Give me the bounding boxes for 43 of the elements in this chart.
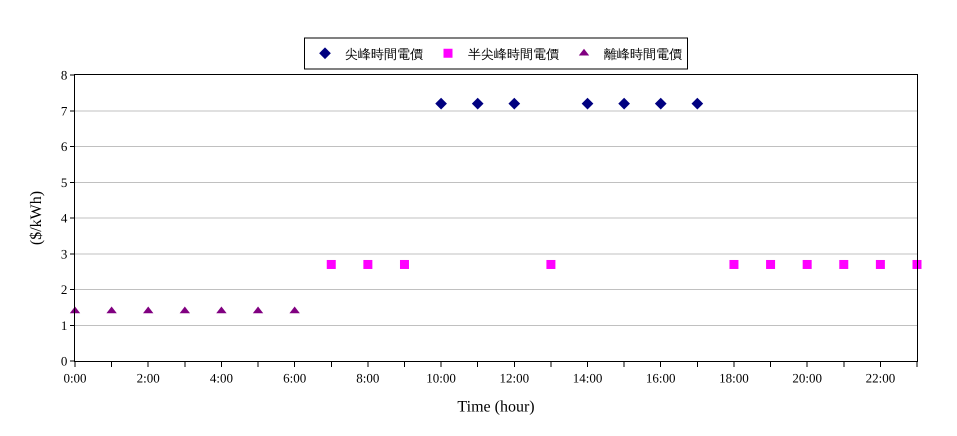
point <box>802 260 812 269</box>
y-tick-label: 3 <box>60 246 68 262</box>
x-tick-label: 8:00 <box>356 370 380 386</box>
point <box>766 260 776 269</box>
x-tick-label: 12:00 <box>499 370 530 386</box>
legend-label: 尖峰時間電價 <box>345 47 423 62</box>
x-tick-label: 2:00 <box>136 370 160 386</box>
y-tick-label: 7 <box>60 103 68 118</box>
y-tick-label: 5 <box>60 174 68 190</box>
y-axis-title: ($/kWh) <box>28 190 45 246</box>
point <box>839 260 848 269</box>
y-tick-label: 2 <box>60 282 68 298</box>
point <box>326 260 336 269</box>
y-tick-label: 4 <box>60 210 68 226</box>
x-tick-label: 22:00 <box>866 370 896 386</box>
y-tick-label: 1 <box>60 318 68 333</box>
point <box>729 260 738 269</box>
y-tick-label: 8 <box>60 68 68 83</box>
legend-label: 半尖峰時間電價 <box>468 47 559 62</box>
point <box>435 98 447 110</box>
x-tick-label: 0:00 <box>63 370 87 386</box>
x-axis-title: Time (hour) <box>457 398 535 416</box>
x-tick-label: 10:00 <box>426 370 456 386</box>
point <box>654 98 667 110</box>
legend-label: 離峰時間電價 <box>604 47 682 62</box>
x-tick-label: 16:00 <box>646 370 676 386</box>
point <box>876 260 885 269</box>
point <box>546 260 556 269</box>
point <box>618 98 630 110</box>
point <box>582 98 594 110</box>
point <box>508 98 520 110</box>
point <box>692 98 704 110</box>
point <box>472 98 484 110</box>
point <box>400 260 409 269</box>
point <box>363 260 372 269</box>
y-tick-label: 0 <box>60 354 68 369</box>
x-tick-label: 18:00 <box>719 370 749 386</box>
point <box>143 306 154 314</box>
x-tick-label: 14:00 <box>572 370 602 386</box>
y-tick-label: 6 <box>60 139 68 154</box>
x-tick-label: 4:00 <box>210 370 233 386</box>
x-tick-label: 6:00 <box>283 370 306 386</box>
x-tick-label: 20:00 <box>792 370 822 386</box>
